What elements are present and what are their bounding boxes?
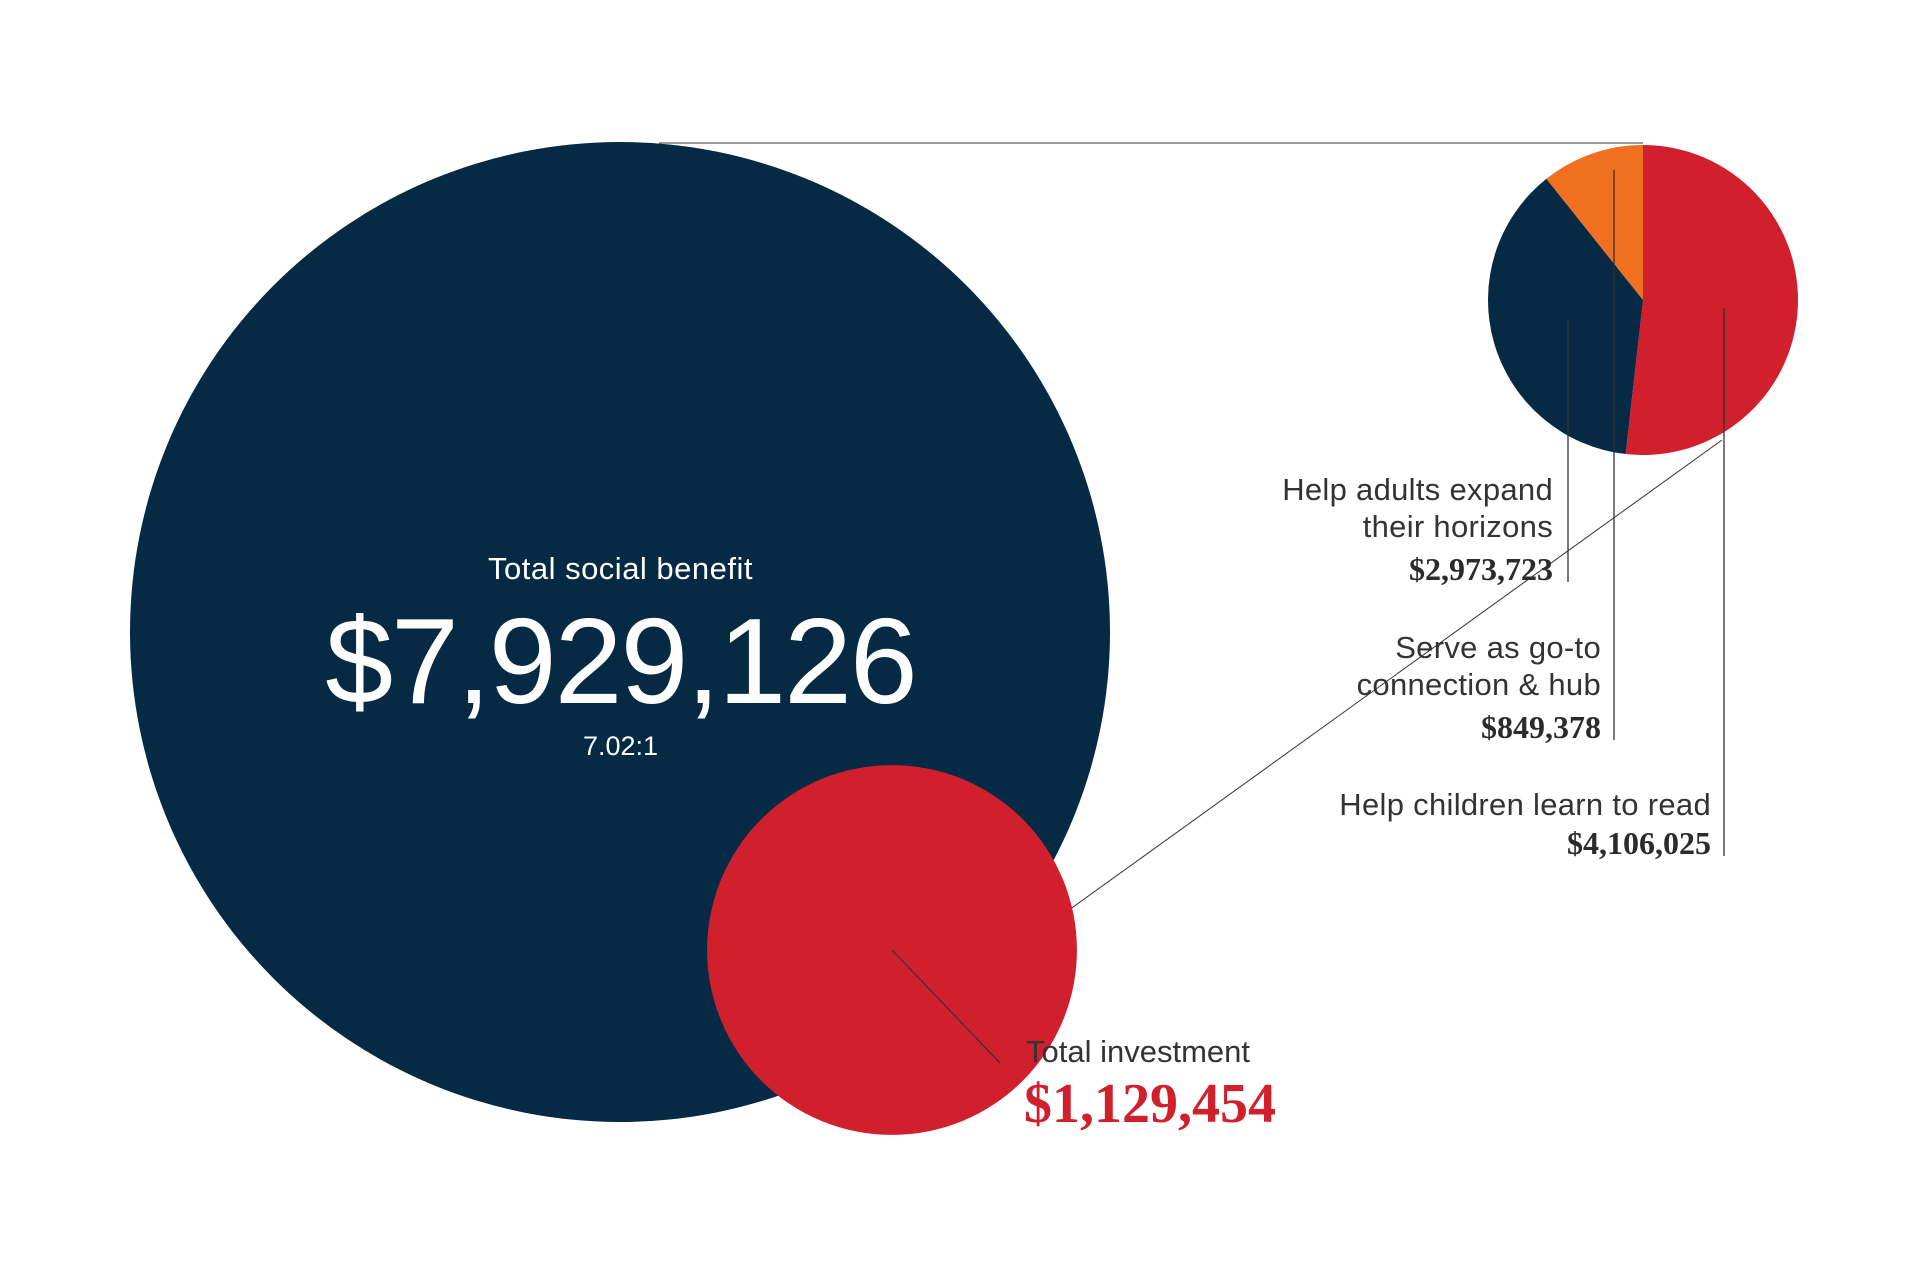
pie-slice-adults xyxy=(1488,178,1643,455)
benefit-ratio: 7.02:1 xyxy=(582,731,659,761)
total-investment-value: $1,129,454 xyxy=(1024,1073,1276,1135)
hub-label-line1: Serve as go-to xyxy=(1395,630,1601,665)
total-investment-label: Total investment xyxy=(1026,1034,1250,1069)
hub-label-line2: connection & hub xyxy=(1356,667,1601,702)
adults-label-line1: Help adults expand xyxy=(1282,472,1553,507)
hub-value: $849,378 xyxy=(1481,709,1601,745)
pie-slice-hub xyxy=(1546,145,1643,300)
children-value: $4,106,025 xyxy=(1567,825,1711,861)
adults-label-line2: their horizons xyxy=(1362,509,1553,544)
investment-pointer-line xyxy=(891,949,1001,1064)
adults-value: $2,973,723 xyxy=(1409,551,1553,587)
children-label-line1: Help children learn to read xyxy=(1339,787,1711,822)
total-social-benefit-label: Total social benefit xyxy=(487,551,754,586)
total-social-benefit-value: $7,929,126 xyxy=(325,593,918,729)
pie-slice-children xyxy=(1625,145,1799,456)
